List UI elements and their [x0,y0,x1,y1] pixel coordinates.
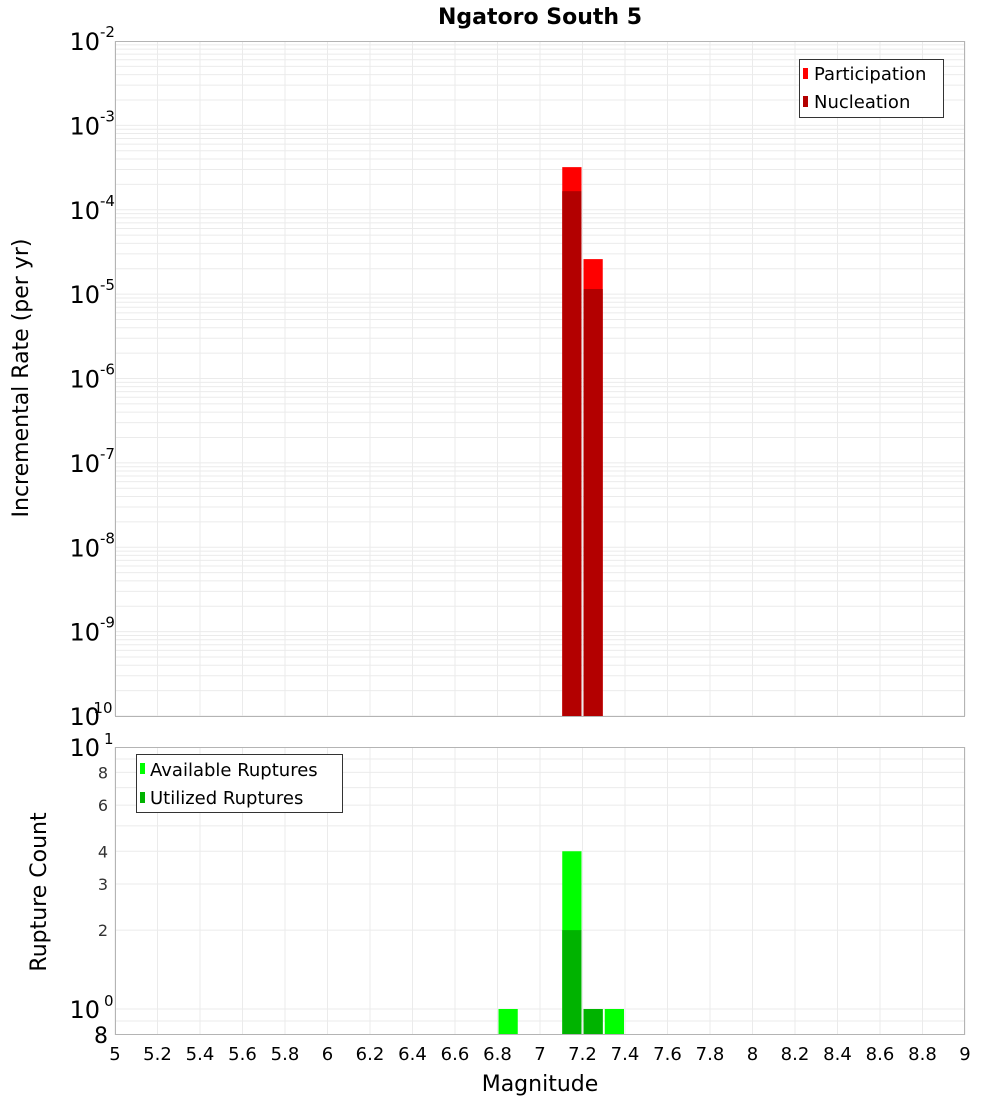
svg-text:1: 1 [104,730,114,748]
svg-text:7.6: 7.6 [653,1044,682,1065]
svg-text:6.8: 6.8 [483,1044,512,1065]
utilized-ruptures-bar [583,1009,603,1035]
svg-text:5.6: 5.6 [228,1044,257,1065]
svg-text:7.2: 7.2 [568,1044,597,1065]
svg-text:-9: -9 [100,614,115,632]
svg-text:10: 10 [69,197,100,225]
svg-text:5.8: 5.8 [271,1044,300,1065]
legend-swatch-available [140,763,145,774]
available-ruptures-bar [498,1009,518,1035]
legend-label-utilized: Utilized Ruptures [150,788,303,809]
svg-text:7.8: 7.8 [696,1044,725,1065]
nucleation-bar [562,191,582,717]
top-plot-bars [562,167,603,717]
svg-text:5: 5 [109,1044,120,1065]
top-plot-gridlines [114,41,966,717]
svg-text:-5: -5 [100,276,115,294]
legend-label-participation: Participation [814,64,926,85]
utilized-ruptures-bar [562,930,582,1035]
svg-text:6: 6 [98,796,108,815]
svg-text:2: 2 [98,921,108,940]
svg-text:3: 3 [98,875,108,894]
svg-text:7.4: 7.4 [611,1044,640,1065]
chart-title: Ngatoro South 5 [438,5,642,30]
svg-text:6: 6 [322,1044,333,1065]
available-ruptures-bar [604,1009,624,1035]
svg-text:8.2: 8.2 [781,1044,810,1065]
svg-text:10: 10 [69,28,100,56]
x-axis-ticks: 5 5.2 5.4 5.6 5.8 6 6.2 6.4 6.6 6.8 7 7.2 7.4 7.6 7.8 8… [109,1044,970,1065]
svg-text:-2: -2 [100,23,115,41]
svg-text:-8: -8 [100,529,115,547]
svg-text:0: 0 [104,992,114,1010]
svg-text:8: 8 [747,1044,758,1065]
svg-text:-7: -7 [100,445,115,463]
legend-swatch-nucleation [803,96,808,107]
svg-text:10: 10 [69,450,100,478]
svg-text:-4: -4 [100,192,115,210]
svg-text:7: 7 [534,1044,545,1065]
svg-text:5.4: 5.4 [186,1044,215,1065]
legend-swatch-utilized [140,792,145,803]
svg-text:8.8: 8.8 [908,1044,937,1065]
svg-text:9: 9 [959,1044,970,1065]
svg-text:6.2: 6.2 [356,1044,385,1065]
legend-label-nucleation: Nucleation [814,92,910,113]
svg-text:6.4: 6.4 [398,1044,427,1065]
svg-text:8.4: 8.4 [823,1044,852,1065]
legend-label-available: Available Ruptures [150,760,318,781]
svg-text:-3: -3 [100,107,115,125]
legend-swatch-participation [803,68,808,79]
svg-text:8: 8 [94,1024,108,1049]
svg-text:10: 10 [69,112,100,140]
top-legend: Participation Nucleation [799,59,944,118]
bottom-plot-gridlines [114,747,966,1035]
nucleation-bar [583,289,603,716]
top-y-axis-ticks: 10-210-310-410-510-610-710-810 -910-10 [69,23,115,731]
x-axis-label: Magnitude [482,1072,599,1097]
svg-text:8: 8 [98,763,108,782]
svg-text:10: 10 [69,703,100,731]
svg-text:10: 10 [69,996,100,1024]
incremental-rate-plot: 10-210-310-410-510-610-710-810 -910-10 In… [9,23,966,731]
svg-text:-6: -6 [100,361,115,379]
bottom-plot-frame [115,747,965,1035]
svg-text:-10: -10 [88,699,113,717]
svg-text:10: 10 [69,734,100,762]
svg-text:5.2: 5.2 [143,1044,172,1065]
top-y-axis-label: Incremental Rate (per yr) [9,239,34,518]
svg-text:10: 10 [69,281,100,309]
top-plot-frame [115,41,965,717]
bottom-legend: Available Ruptures Utilized Ruptures [136,754,343,813]
bottom-y-axis-label: Rupture Count [27,812,52,972]
svg-text:10: 10 [69,366,100,394]
svg-text:10: 10 [69,534,100,562]
svg-text:8.6: 8.6 [866,1044,895,1065]
svg-text:4: 4 [98,842,108,861]
svg-text:10: 10 [69,619,100,647]
svg-text:6.6: 6.6 [441,1044,470,1065]
bottom-plot-bars [498,851,624,1035]
